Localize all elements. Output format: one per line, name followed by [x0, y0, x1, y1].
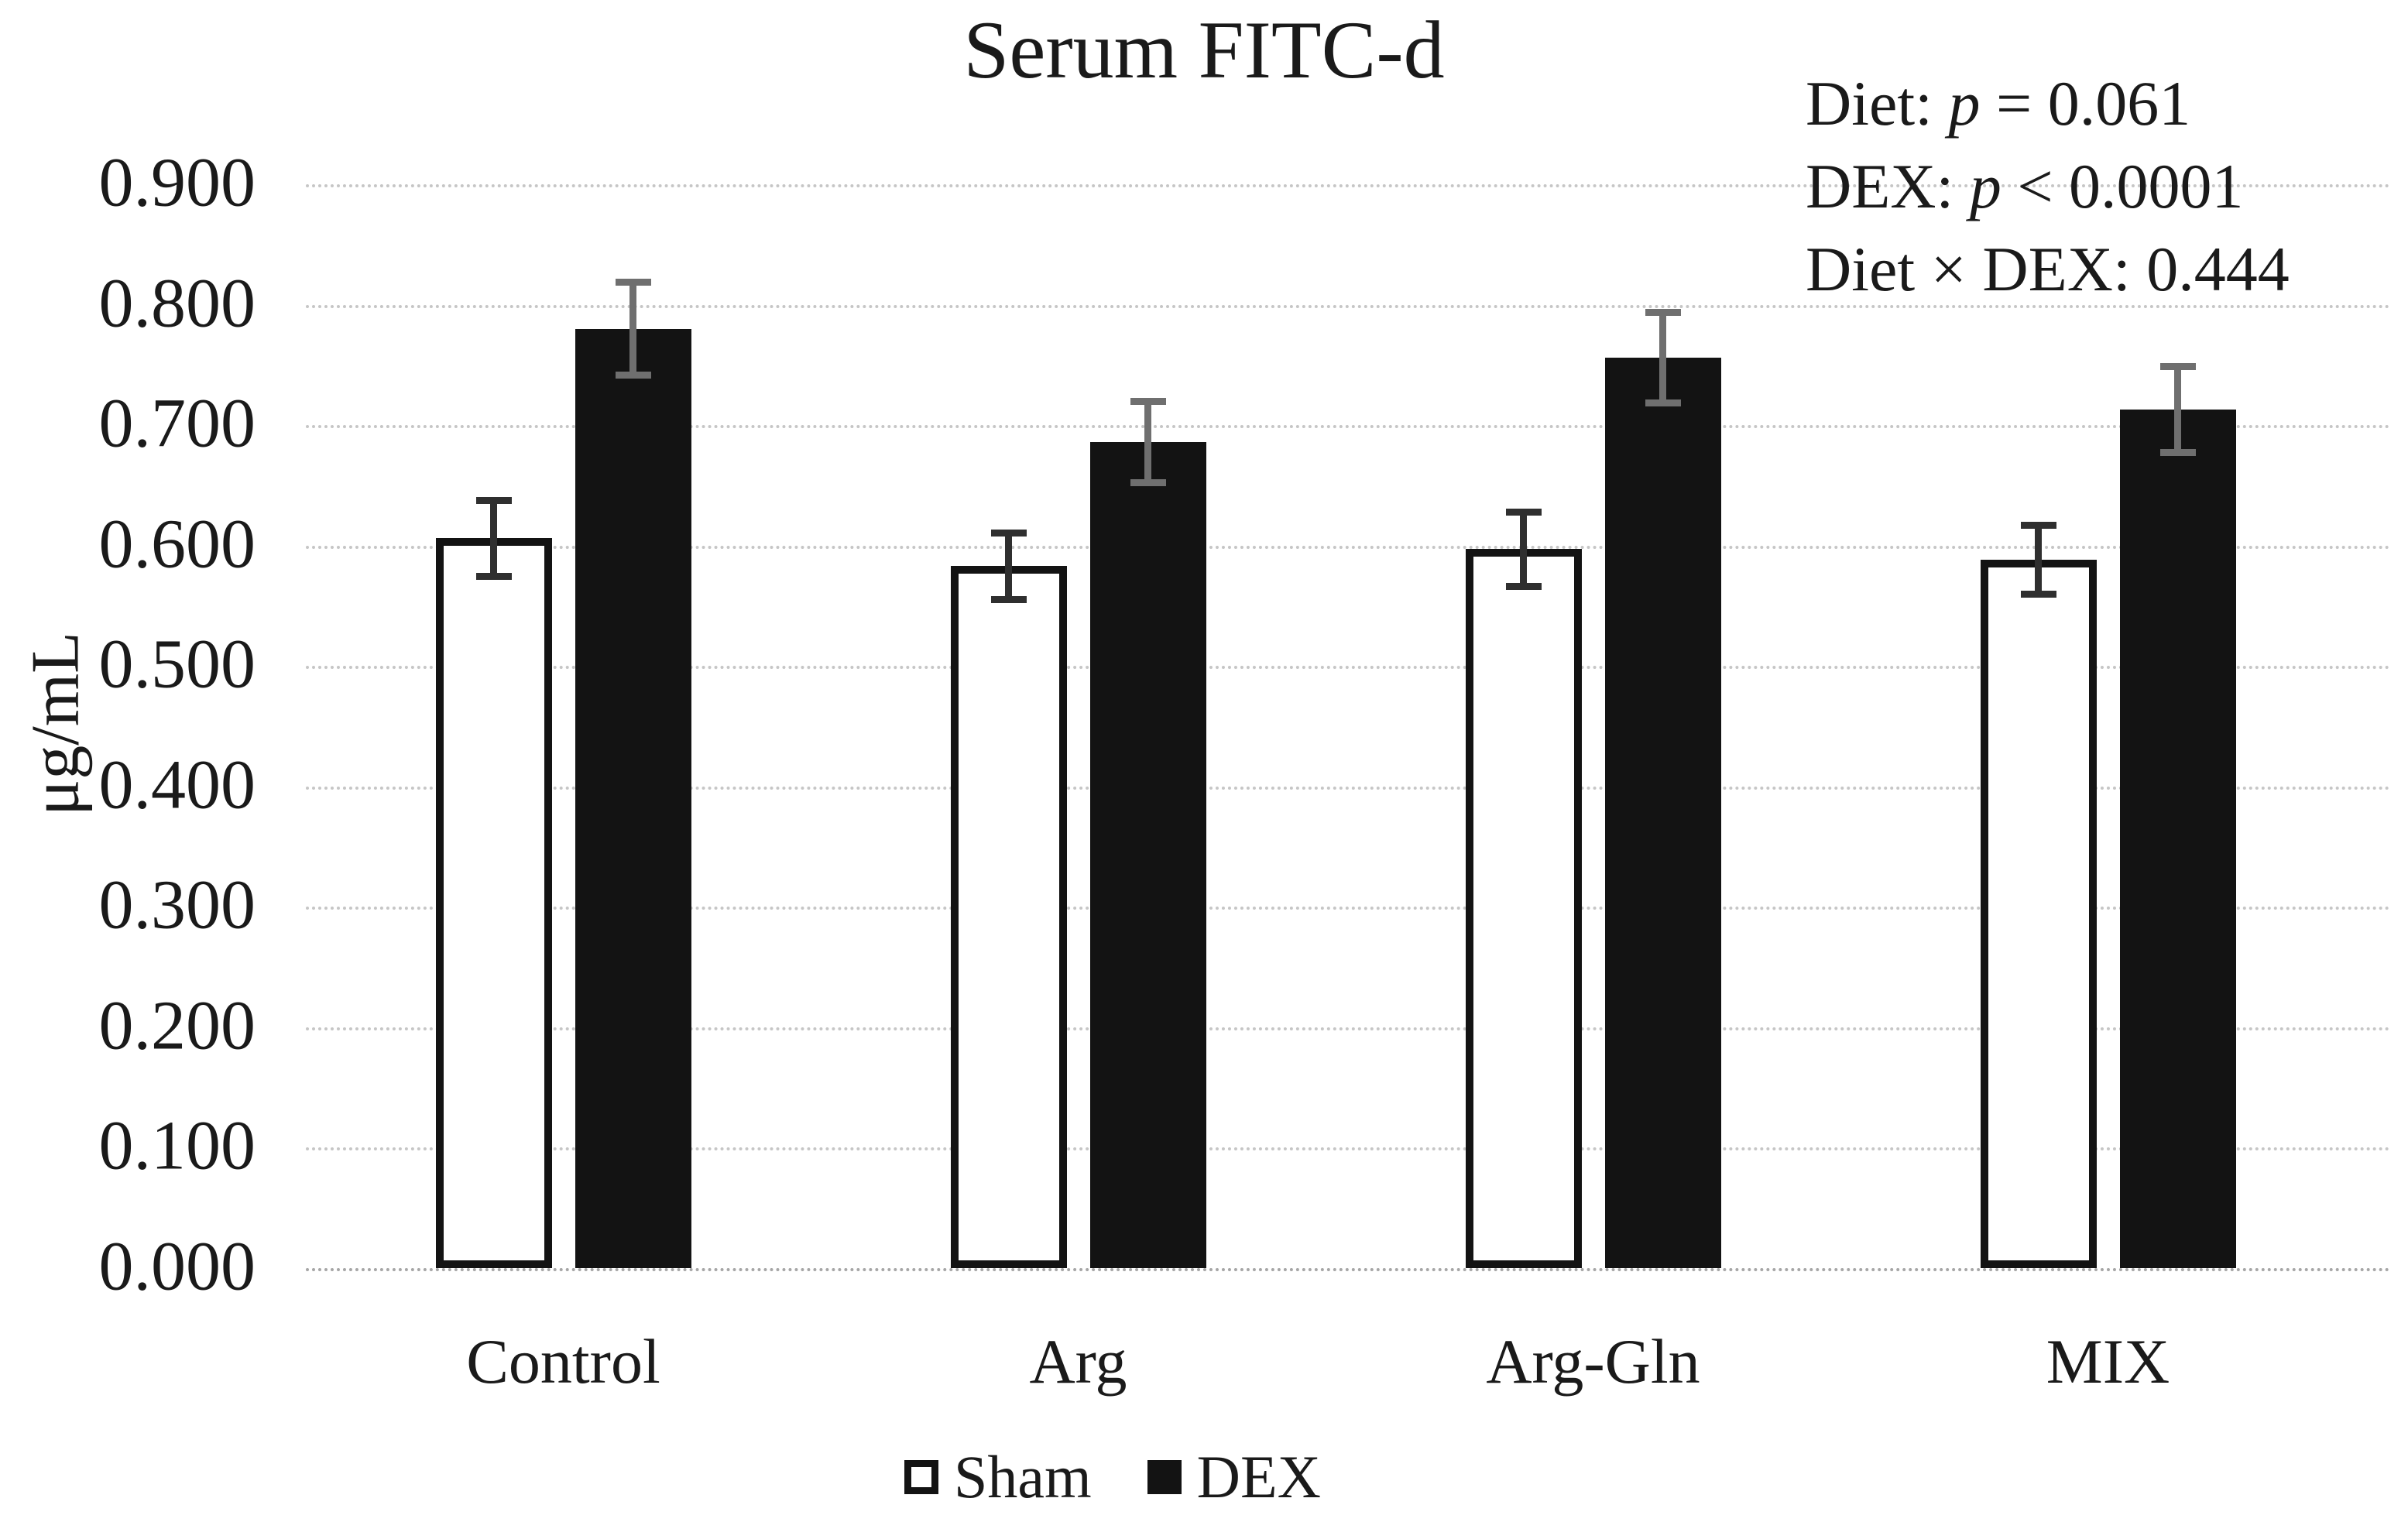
- error-bar-shaft: [1520, 512, 1527, 587]
- y-tick-label: 0.200: [98, 987, 256, 1064]
- gridline: [306, 304, 2391, 308]
- legend-label: DEX: [1196, 1443, 1321, 1510]
- bar-dex-arg-gln: [1604, 358, 1721, 1268]
- error-bar-cap-bottom: [475, 573, 512, 581]
- legend-swatch-dex: [1147, 1460, 1182, 1494]
- error-bar-shaft: [490, 499, 497, 578]
- bar-sham-mix: [1980, 560, 2097, 1268]
- error-bar-cap-bottom: [2020, 591, 2056, 598]
- gridline: [306, 666, 2391, 670]
- y-tick-label: 0.100: [98, 1107, 256, 1184]
- gridline: [306, 1268, 2391, 1271]
- error-bar-cap-bottom: [1645, 399, 1681, 407]
- gridline: [306, 907, 2391, 910]
- x-axis-label-arg: Arg: [1029, 1326, 1127, 1397]
- error-bar-cap-top: [2159, 362, 2196, 370]
- gridline: [306, 545, 2391, 549]
- error-bar-cap-top: [2020, 522, 2056, 530]
- error-bar-shaft: [1005, 532, 1012, 600]
- legend-item-sham: Sham: [904, 1442, 1092, 1512]
- error-bar-shaft: [2174, 365, 2181, 453]
- x-axis-label-mix: MIX: [2046, 1326, 2170, 1397]
- error-bar-shaft: [629, 282, 636, 376]
- y-tick-label: 0.400: [98, 746, 256, 824]
- error-bar-cap-top: [615, 279, 651, 286]
- annotation-line: Diet: p = 0.061: [1806, 68, 2191, 139]
- error-bar-cap-top: [1130, 398, 1166, 405]
- y-tick-label: 0.600: [98, 506, 256, 583]
- error-bar-cap-bottom: [1505, 582, 1542, 590]
- legend-label: Sham: [954, 1443, 1092, 1510]
- error-bar-shaft: [1144, 401, 1151, 483]
- bar-dex-control: [575, 328, 691, 1268]
- error-bar-cap-top: [1505, 509, 1542, 516]
- gridline: [306, 425, 2391, 429]
- error-bar-cap-top: [990, 529, 1027, 537]
- bar-dex-mix: [2119, 409, 2236, 1268]
- y-tick-label: 0.500: [98, 626, 256, 703]
- gridline: [306, 1027, 2391, 1030]
- y-tick-label: 0.700: [98, 385, 256, 462]
- gridline: [306, 184, 2391, 187]
- annotation-line: DEX: p < 0.0001: [1806, 151, 2244, 221]
- y-tick-label: 0.800: [98, 264, 256, 341]
- y-tick-label: 0.300: [98, 866, 256, 944]
- bar-sham-arg: [950, 566, 1067, 1268]
- legend-swatch-sham: [904, 1460, 938, 1494]
- error-bar-cap-bottom: [1130, 478, 1166, 486]
- bar-sham-control: [435, 538, 552, 1268]
- error-bar-cap-bottom: [2159, 448, 2196, 456]
- bar-sham-arg-gln: [1465, 549, 1582, 1268]
- stats-annotations: Diet: p = 0.061 DEX: p < 0.0001 Diet × DEX…: [1806, 62, 2290, 310]
- error-bar-shaft: [1659, 311, 1666, 404]
- legend-item-dex: DEX: [1147, 1442, 1321, 1512]
- error-bar-cap-top: [475, 496, 512, 504]
- annotation-line: Diet × DEX: 0.444: [1806, 234, 2290, 304]
- y-tick-label: 0.000: [98, 1228, 256, 1305]
- y-tick-label: 0.900: [98, 144, 256, 221]
- bar-dex-arg: [1089, 441, 1206, 1268]
- error-bar-shaft: [2035, 525, 2042, 595]
- gridline: [306, 786, 2391, 790]
- x-axis-label-control: Control: [466, 1326, 660, 1397]
- legend: Sham DEX: [904, 1438, 1321, 1516]
- error-bar-cap-bottom: [615, 372, 651, 379]
- x-axis-label-arg-gln: Arg-Gln: [1486, 1326, 1700, 1397]
- error-bar-cap-top: [1645, 308, 1681, 316]
- gridline: [306, 1147, 2391, 1151]
- chart-title: Serum FITC-d: [963, 5, 1445, 95]
- error-bar-cap-bottom: [990, 595, 1027, 603]
